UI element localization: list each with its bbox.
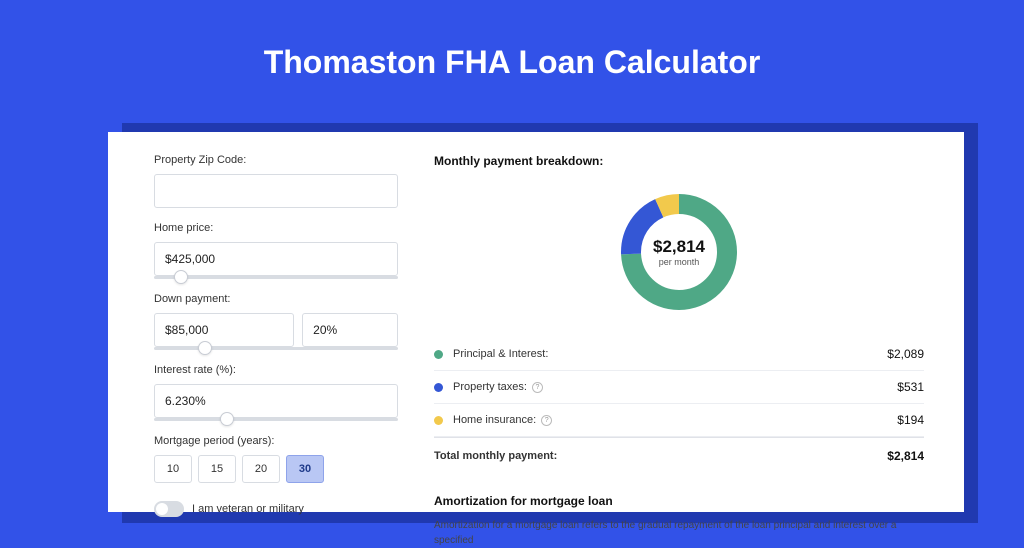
zip-label: Property Zip Code: — [154, 154, 398, 166]
donut-sub: per month — [659, 257, 700, 267]
calculator-card: Property Zip Code: Home price: Down paym… — [108, 132, 964, 512]
donut-wrap: $2,814 per month — [434, 192, 924, 312]
legend-dot — [434, 416, 443, 425]
legend-value: $531 — [897, 380, 924, 394]
down-payment-field: Down payment: — [154, 293, 398, 350]
period-options: 10152030 — [154, 455, 398, 483]
down-payment-slider[interactable] — [154, 347, 398, 350]
zip-field: Property Zip Code: — [154, 154, 398, 208]
legend-total-row: Total monthly payment: $2,814 — [434, 437, 924, 472]
legend-row: Principal & Interest:$2,089 — [434, 338, 924, 371]
down-payment-label: Down payment: — [154, 293, 398, 305]
legend-label: Property taxes:? — [453, 381, 897, 393]
down-payment-input[interactable] — [154, 313, 294, 347]
info-icon[interactable]: ? — [532, 382, 543, 393]
info-icon[interactable]: ? — [541, 415, 552, 426]
amortization-title: Amortization for mortgage loan — [434, 494, 924, 508]
home-price-slider-thumb[interactable] — [174, 270, 188, 284]
legend-value: $194 — [897, 413, 924, 427]
home-price-label: Home price: — [154, 222, 398, 234]
period-option-15[interactable]: 15 — [198, 455, 236, 483]
legend-total-label: Total monthly payment: — [434, 450, 887, 462]
zip-input[interactable] — [154, 174, 398, 208]
interest-rate-label: Interest rate (%): — [154, 364, 398, 376]
down-payment-pct-input[interactable] — [302, 313, 398, 347]
home-price-field: Home price: — [154, 222, 398, 279]
interest-rate-input[interactable] — [154, 384, 398, 418]
interest-rate-field: Interest rate (%): — [154, 364, 398, 421]
veteran-label: I am veteran or military — [192, 503, 304, 515]
legend-row: Home insurance:?$194 — [434, 404, 924, 437]
period-label: Mortgage period (years): — [154, 435, 398, 447]
interest-rate-slider-thumb[interactable] — [220, 412, 234, 426]
breakdown-title: Monthly payment breakdown: — [434, 154, 924, 178]
down-payment-slider-thumb[interactable] — [198, 341, 212, 355]
donut-amount: $2,814 — [653, 237, 705, 257]
veteran-row: I am veteran or military — [154, 501, 398, 517]
payment-donut-chart: $2,814 per month — [619, 192, 739, 312]
veteran-toggle-knob — [156, 503, 168, 515]
interest-rate-slider[interactable] — [154, 418, 398, 421]
legend-row: Property taxes:?$531 — [434, 371, 924, 404]
home-price-input[interactable] — [154, 242, 398, 276]
page-title: Thomaston FHA Loan Calculator — [0, 0, 1024, 109]
period-option-10[interactable]: 10 — [154, 455, 192, 483]
legend-dot — [434, 383, 443, 392]
legend-total-value: $2,814 — [887, 449, 924, 463]
legend-value: $2,089 — [887, 347, 924, 361]
veteran-toggle[interactable] — [154, 501, 184, 517]
period-option-20[interactable]: 20 — [242, 455, 280, 483]
breakdown-column: Monthly payment breakdown: $2,814 per mo… — [434, 154, 924, 512]
period-option-30[interactable]: 30 — [286, 455, 324, 483]
amortization-text: Amortization for a mortgage loan refers … — [434, 518, 924, 548]
legend-label: Principal & Interest: — [453, 348, 887, 360]
period-field: Mortgage period (years): 10152030 — [154, 435, 398, 483]
home-price-slider[interactable] — [154, 276, 398, 279]
legend-list: Principal & Interest:$2,089Property taxe… — [434, 338, 924, 437]
donut-center: $2,814 per month — [619, 192, 739, 312]
legend-dot — [434, 350, 443, 359]
inputs-column: Property Zip Code: Home price: Down paym… — [154, 154, 398, 512]
legend-label: Home insurance:? — [453, 414, 897, 426]
